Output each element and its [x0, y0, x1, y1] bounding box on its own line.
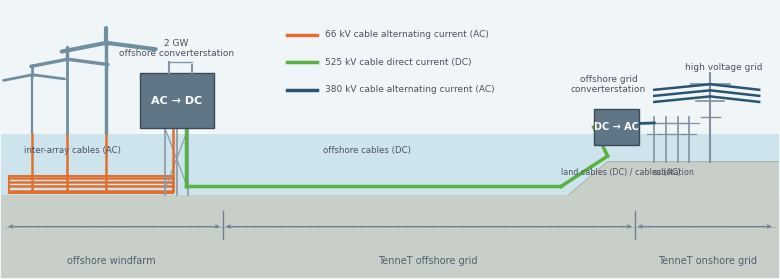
Text: 2 GW
offshore converterstation: 2 GW offshore converterstation	[119, 39, 234, 58]
Text: substation: substation	[653, 168, 695, 177]
Text: land cables (DC) / cables (AC): land cables (DC) / cables (AC)	[561, 168, 681, 177]
Bar	[140, 73, 214, 128]
Text: 525 kV cable direct current (DC): 525 kV cable direct current (DC)	[324, 58, 471, 67]
Text: 380 kV cable alternating current (AC): 380 kV cable alternating current (AC)	[324, 85, 495, 94]
Text: TenneT onshore grid: TenneT onshore grid	[658, 256, 757, 266]
Text: offshore windfarm: offshore windfarm	[67, 256, 156, 266]
Text: high voltage grid: high voltage grid	[686, 63, 763, 72]
Text: AC → DC: AC → DC	[151, 96, 202, 106]
Polygon shape	[2, 134, 778, 195]
Text: offshore grid
converterstation: offshore grid converterstation	[571, 74, 646, 94]
Text: 66 kV cable alternating current (AC): 66 kV cable alternating current (AC)	[324, 30, 488, 39]
Polygon shape	[569, 162, 778, 278]
Text: inter-array cables (AC): inter-array cables (AC)	[24, 146, 122, 155]
Text: DC → AC: DC → AC	[594, 122, 639, 132]
Text: TenneT offshore grid: TenneT offshore grid	[378, 256, 477, 266]
Text: offshore cables (DC): offshore cables (DC)	[323, 146, 410, 155]
Bar	[594, 109, 639, 145]
Polygon shape	[2, 195, 778, 278]
Bar	[9, 176, 172, 193]
